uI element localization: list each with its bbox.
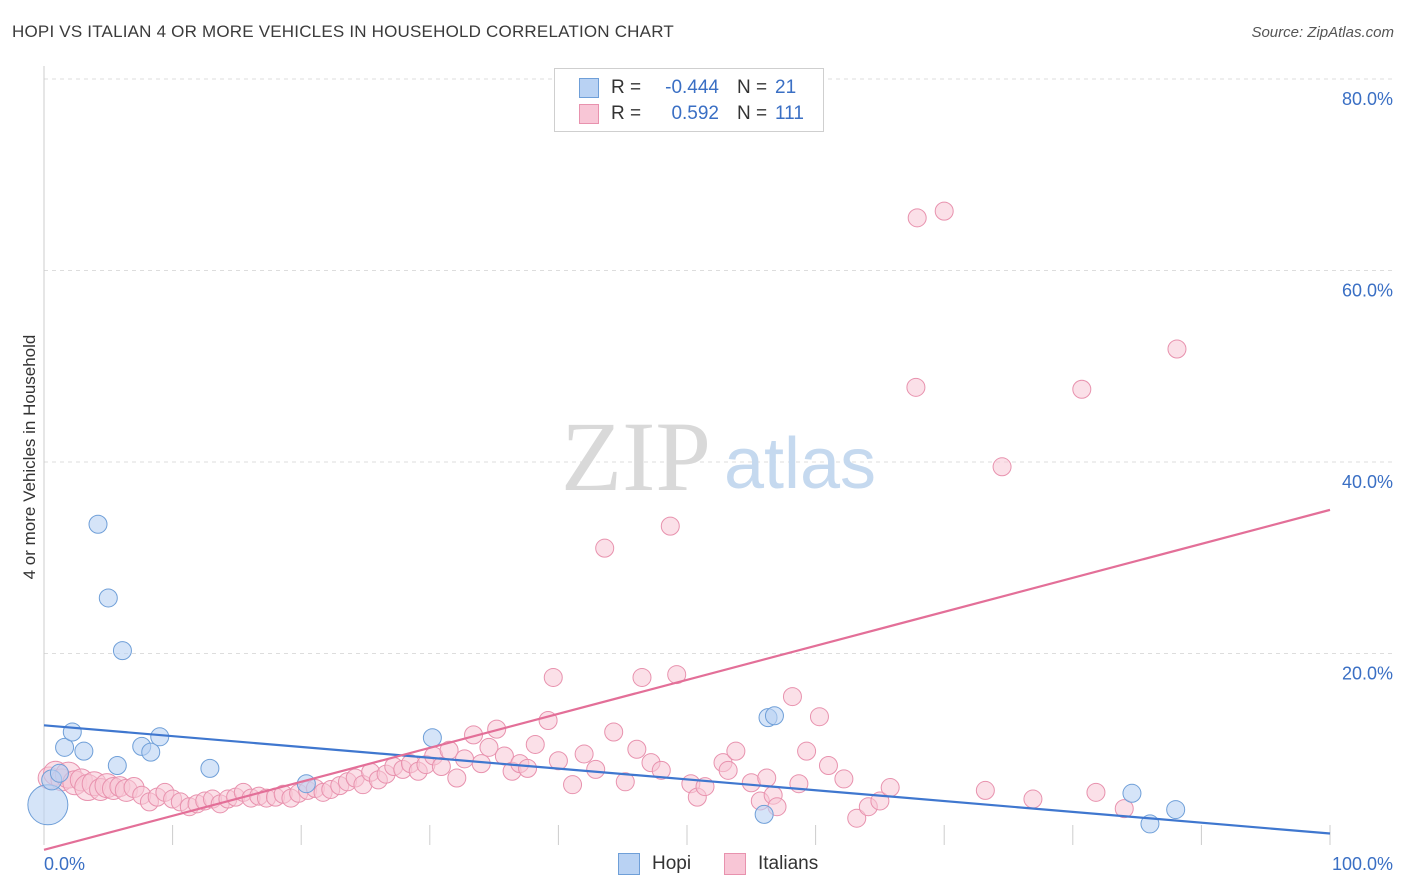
hopi-n-label: N =	[737, 77, 768, 98]
italians-swatch	[579, 104, 599, 124]
hopi-point	[27, 784, 69, 826]
italians-trend-line	[43, 508, 1331, 851]
italians-point	[518, 758, 538, 778]
legend-row-italians: R = 0.592 N = 111	[579, 102, 804, 126]
italians-point	[455, 749, 475, 769]
italians-point	[660, 516, 680, 536]
italians-point	[525, 734, 545, 754]
italians-r-label: R =	[611, 103, 642, 124]
hopi-r-value: -0.444	[665, 77, 719, 98]
italians-point	[574, 744, 594, 764]
italians-point	[1086, 782, 1106, 802]
italians-point	[548, 751, 568, 771]
italians-point	[431, 756, 451, 776]
italians-point	[586, 759, 606, 779]
hopi-point	[1166, 800, 1186, 820]
hopi-point	[764, 706, 784, 726]
italians-point	[880, 778, 900, 798]
italians-point	[907, 208, 927, 228]
hopi-point	[55, 737, 75, 757]
y-tick-label: 20.0%	[1342, 664, 1393, 684]
italians-point	[797, 741, 817, 761]
hopi-legend-swatch	[618, 853, 640, 875]
italians-point	[1167, 339, 1187, 359]
italians-n-value: 111	[775, 103, 804, 124]
grid-lines	[44, 78, 1392, 654]
hopi-points	[27, 514, 1186, 834]
watermark-zip: ZIP	[561, 401, 711, 512]
italians-point	[447, 768, 467, 788]
italians-point	[543, 667, 563, 687]
italians-point	[906, 377, 926, 397]
y-tick-label: 80.0%	[1342, 89, 1393, 109]
hopi-point	[296, 774, 316, 794]
italians-point	[809, 707, 829, 727]
hopi-r-label: R =	[611, 77, 642, 98]
italians-point	[479, 737, 499, 757]
legend-row-hopi: R = -0.444 N = 21	[579, 76, 796, 100]
x-tick-label-max: 100.0%	[1332, 854, 1393, 874]
hopi-point	[107, 756, 127, 776]
x-tick-label-min: 0.0%	[44, 854, 85, 874]
y-tick-label: 40.0%	[1342, 472, 1393, 492]
y-axis-label: 4 or more Vehicles in Household	[20, 334, 39, 580]
hopi-point	[422, 728, 442, 748]
watermark-atlas: atlas	[724, 424, 876, 504]
italians-point	[818, 756, 838, 776]
italians-point	[615, 772, 635, 792]
italians-point	[757, 768, 777, 788]
hopi-point	[150, 727, 170, 747]
hopi-point	[200, 758, 220, 778]
italians-point	[726, 741, 746, 761]
italians-point	[782, 687, 802, 707]
italians-point	[992, 457, 1012, 477]
italians-r-value: 0.592	[671, 103, 719, 124]
italians-legend-swatch	[724, 853, 746, 875]
italians-point	[718, 760, 738, 780]
hopi-n-value: 21	[775, 77, 797, 98]
hopi-point	[112, 641, 132, 661]
italians-point	[1023, 789, 1043, 809]
source-label: Source: ZipAtlas.com	[1251, 24, 1394, 41]
trend-lines	[43, 508, 1331, 851]
hopi-trend-line	[43, 724, 1331, 835]
hopi-point	[141, 742, 161, 762]
italians-point	[563, 775, 583, 795]
italians-point	[934, 201, 954, 221]
italians-point	[847, 808, 867, 828]
italians-points	[37, 201, 1187, 828]
tick-labels: 20.0% 40.0% 60.0% 80.0% 0.0% 100.0%	[44, 89, 1393, 874]
y-tick-label: 60.0%	[1342, 281, 1393, 301]
italians-point	[834, 769, 854, 789]
italians-legend-label: Italians	[758, 853, 819, 874]
hopi-point	[754, 804, 774, 824]
italians-point	[595, 538, 615, 558]
hopi-point	[1122, 783, 1142, 803]
hopi-point	[98, 588, 118, 608]
italians-point	[975, 780, 995, 800]
chart-title: HOPI VS ITALIAN 4 OR MORE VEHICLES IN HO…	[12, 22, 674, 41]
italians-point	[632, 667, 652, 687]
italians-point	[627, 739, 647, 759]
italians-point	[1114, 799, 1134, 819]
correlation-legend: R = -0.444 N = 21 R = 0.592 N = 111	[554, 68, 824, 132]
italians-point	[604, 722, 624, 742]
hopi-legend-label: Hopi	[652, 853, 692, 874]
hopi-point	[88, 514, 108, 534]
hopi-point	[62, 722, 82, 742]
bottom-legend-italians: Italians	[724, 852, 818, 876]
bottom-legend-hopi: Hopi	[618, 852, 691, 876]
italians-n-label: N =	[737, 103, 768, 124]
italians-point	[1072, 379, 1092, 399]
watermark: ZIP atlas	[561, 401, 876, 512]
italians-point	[651, 760, 671, 780]
hopi-swatch	[579, 78, 599, 98]
axes	[43, 66, 1331, 845]
hopi-point	[74, 741, 94, 761]
hopi-point	[49, 763, 69, 783]
